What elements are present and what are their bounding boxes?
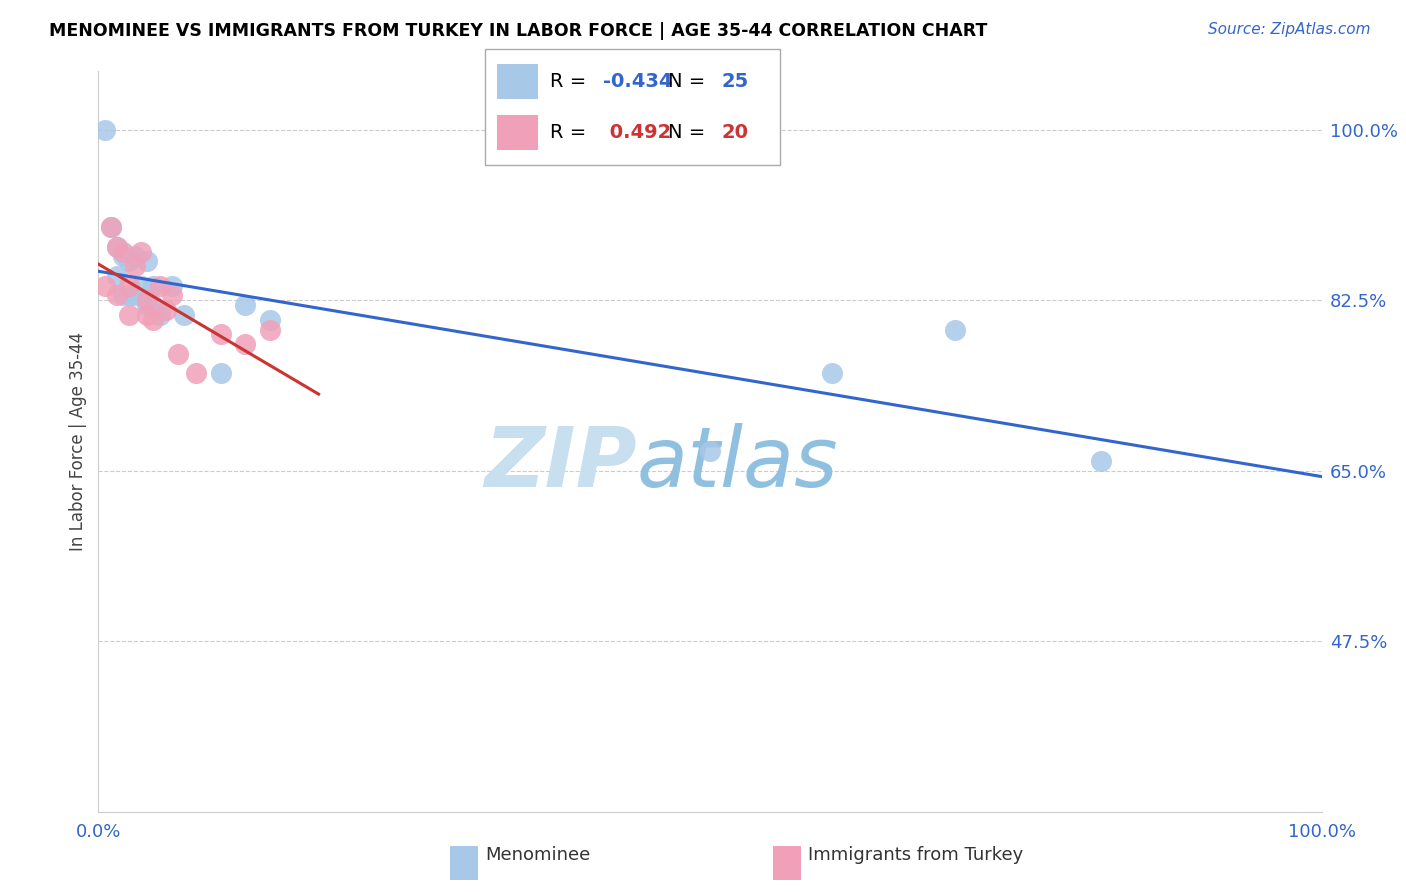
Text: N =: N = <box>668 72 711 91</box>
Point <box>129 244 152 259</box>
Point <box>124 259 146 273</box>
Text: Menominee: Menominee <box>485 846 591 863</box>
Point <box>149 278 172 293</box>
Point <box>142 298 165 312</box>
Point <box>118 254 141 268</box>
FancyBboxPatch shape <box>485 49 780 165</box>
Point <box>821 367 844 381</box>
Point <box>233 298 256 312</box>
Point <box>100 220 122 235</box>
Text: 20: 20 <box>721 123 748 142</box>
Point <box>118 308 141 322</box>
Point <box>105 268 128 283</box>
Point <box>118 288 141 302</box>
Point <box>186 367 208 381</box>
Bar <box>496 64 538 99</box>
Point <box>124 288 146 302</box>
Point <box>136 254 159 268</box>
Point <box>149 308 172 322</box>
Point <box>142 278 165 293</box>
Point <box>111 249 134 264</box>
Text: N =: N = <box>668 123 711 142</box>
Text: R =: R = <box>550 72 592 91</box>
Y-axis label: In Labor Force | Age 35-44: In Labor Force | Age 35-44 <box>69 332 87 551</box>
Text: R =: R = <box>550 123 592 142</box>
Point <box>233 337 256 351</box>
Text: 0.492: 0.492 <box>603 123 672 142</box>
Point <box>173 308 195 322</box>
Text: MENOMINEE VS IMMIGRANTS FROM TURKEY IN LABOR FORCE | AGE 35-44 CORRELATION CHART: MENOMINEE VS IMMIGRANTS FROM TURKEY IN L… <box>49 22 987 40</box>
Point <box>93 123 115 137</box>
Point <box>111 288 134 302</box>
Point <box>167 347 190 361</box>
Text: Immigrants from Turkey: Immigrants from Turkey <box>808 846 1024 863</box>
Point <box>105 240 128 254</box>
Bar <box>496 115 538 150</box>
Point <box>1090 454 1112 468</box>
Bar <box>450 846 478 880</box>
Point <box>105 240 128 254</box>
Point <box>124 249 146 264</box>
Text: 25: 25 <box>721 72 748 91</box>
Point <box>105 288 128 302</box>
Text: Source: ZipAtlas.com: Source: ZipAtlas.com <box>1208 22 1371 37</box>
Point <box>100 220 122 235</box>
Text: -0.434: -0.434 <box>603 72 672 91</box>
Point <box>943 322 966 336</box>
Point <box>93 278 115 293</box>
Point <box>118 278 141 293</box>
Text: ZIP: ZIP <box>484 423 637 504</box>
Bar <box>773 846 801 880</box>
Point <box>209 367 232 381</box>
Point <box>136 308 159 322</box>
Point <box>129 278 152 293</box>
Point <box>259 312 281 326</box>
Point <box>136 298 159 312</box>
Point <box>699 444 721 458</box>
Point <box>160 278 183 293</box>
Point <box>259 322 281 336</box>
Point <box>136 293 159 308</box>
Point <box>111 244 134 259</box>
Point <box>155 303 177 318</box>
Point <box>209 327 232 342</box>
Point <box>142 312 165 326</box>
Text: atlas: atlas <box>637 423 838 504</box>
Point <box>160 288 183 302</box>
